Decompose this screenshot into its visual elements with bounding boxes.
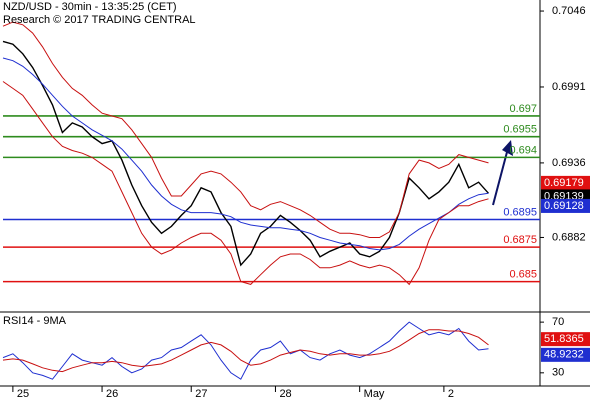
x-tick-label: 25 [17,388,29,400]
level-label: 0.685 [509,269,537,281]
y-tick-label: 0.6936 [552,157,586,169]
chart-title: NZD/USD - 30min - 13:35:25 (CET) [3,1,177,13]
rsi-ma [2,329,489,373]
rsi-last-box [541,332,590,347]
rsi-tick-label: 30 [552,367,564,379]
rsi-last-box [541,347,590,362]
forecast-arrow [492,151,508,206]
price-lower [2,81,489,286]
chart-subtitle: Research © 2017 TRADING CENTRAL [3,14,196,26]
price-upper [2,21,489,238]
y-tick-label: 0.6991 [552,81,586,93]
rsi-rsi [2,321,489,380]
x-tick-label: May [364,388,385,400]
last-label-box [541,198,590,213]
rsi-title: RSI14 - 9MA [3,315,67,327]
x-tick-label: 28 [279,388,291,400]
x-tick-label: 27 [195,388,207,400]
price-price [2,40,490,267]
forecast-arrow-head [502,140,513,156]
price-ma [2,57,489,251]
level-label: 0.6895 [503,206,537,218]
rsi-tick-label: 70 [552,316,564,328]
last-label: 0.69128 [544,200,584,212]
level-label: 0.6955 [503,124,537,136]
x-tick-label: 26 [106,388,118,400]
last-label-box [541,175,590,190]
y-tick-label: 0.7046 [552,5,586,17]
level-label: 0.6875 [503,234,537,246]
rsi-last-label: 51.8365 [544,333,584,345]
y-tick-label: 0.6882 [552,231,586,243]
last-label: 0.69179 [544,177,584,189]
level-label: 0.694 [509,144,537,156]
rsi-last-label: 48.9232 [544,349,584,361]
x-tick-label: 2 [448,388,454,400]
level-label: 0.697 [509,103,537,115]
